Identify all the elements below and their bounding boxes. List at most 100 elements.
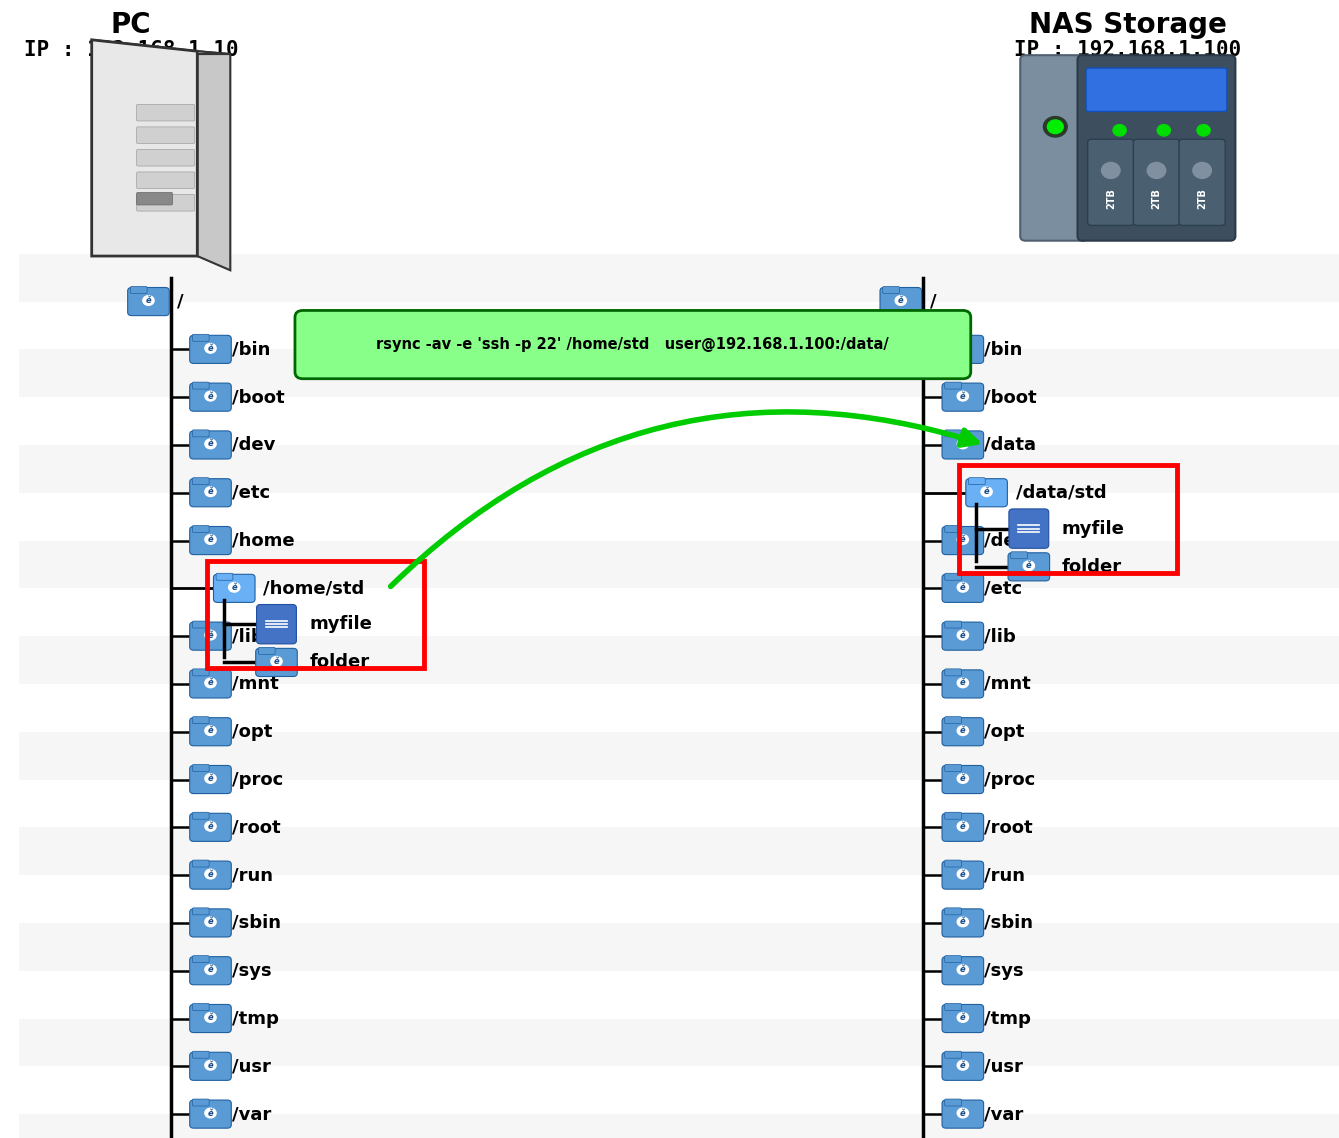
FancyBboxPatch shape <box>130 287 147 294</box>
Bar <box>959 465 1177 572</box>
Text: IP : 192.168.1.10: IP : 192.168.1.10 <box>24 40 238 60</box>
FancyBboxPatch shape <box>1008 553 1050 580</box>
Circle shape <box>229 583 240 592</box>
Text: ě: ě <box>960 726 965 735</box>
FancyBboxPatch shape <box>295 311 971 379</box>
Text: /sys: /sys <box>984 962 1024 980</box>
FancyBboxPatch shape <box>193 717 209 724</box>
Circle shape <box>957 583 968 592</box>
FancyBboxPatch shape <box>945 765 961 772</box>
FancyBboxPatch shape <box>943 909 984 937</box>
Text: /tmp: /tmp <box>232 1009 279 1028</box>
FancyBboxPatch shape <box>965 479 1007 506</box>
FancyBboxPatch shape <box>190 814 232 841</box>
FancyBboxPatch shape <box>945 956 961 963</box>
Circle shape <box>205 678 216 687</box>
Circle shape <box>205 630 216 640</box>
FancyBboxPatch shape <box>137 172 194 189</box>
Circle shape <box>957 678 968 687</box>
Bar <box>19 445 1339 493</box>
Text: ě: ě <box>960 965 965 974</box>
Text: ě: ě <box>208 774 213 783</box>
FancyBboxPatch shape <box>190 622 232 650</box>
Text: ě: ě <box>960 822 965 831</box>
Text: rsync -av -e 'ssh -p 22' /home/std   user@192.168.1.100:/data/: rsync -av -e 'ssh -p 22' /home/std user@… <box>376 337 889 352</box>
FancyBboxPatch shape <box>137 192 173 205</box>
Text: /proc: /proc <box>232 770 283 789</box>
Text: /: / <box>178 292 185 311</box>
Text: ě: ě <box>273 657 280 666</box>
Circle shape <box>270 657 283 666</box>
FancyBboxPatch shape <box>193 1004 209 1011</box>
Text: 2TB: 2TB <box>1152 188 1161 208</box>
FancyBboxPatch shape <box>193 526 209 533</box>
Circle shape <box>205 917 216 926</box>
FancyBboxPatch shape <box>1008 509 1048 549</box>
Bar <box>19 636 1339 684</box>
Circle shape <box>205 344 216 353</box>
Text: ě: ě <box>960 1013 965 1022</box>
FancyBboxPatch shape <box>193 478 209 485</box>
Circle shape <box>205 535 216 544</box>
FancyBboxPatch shape <box>190 766 232 793</box>
Text: ě: ě <box>208 965 213 974</box>
FancyBboxPatch shape <box>190 431 232 459</box>
Text: ě: ě <box>146 296 151 305</box>
FancyBboxPatch shape <box>1087 139 1134 225</box>
Text: ě: ě <box>208 917 213 926</box>
Polygon shape <box>91 40 230 55</box>
FancyBboxPatch shape <box>1086 68 1227 112</box>
Circle shape <box>1102 163 1119 179</box>
FancyBboxPatch shape <box>943 1005 984 1032</box>
Circle shape <box>205 1061 216 1070</box>
FancyBboxPatch shape <box>137 127 194 143</box>
Circle shape <box>205 965 216 974</box>
Text: 2TB: 2TB <box>1106 188 1115 208</box>
Text: ě: ě <box>960 583 965 592</box>
FancyBboxPatch shape <box>137 195 194 211</box>
Text: ě: ě <box>208 1108 213 1118</box>
FancyBboxPatch shape <box>1011 552 1027 559</box>
Circle shape <box>1157 125 1170 137</box>
Text: ě: ě <box>960 391 965 401</box>
Text: /: / <box>929 292 936 311</box>
FancyBboxPatch shape <box>943 336 984 363</box>
FancyBboxPatch shape <box>193 1099 209 1106</box>
Circle shape <box>205 774 216 783</box>
Text: ě: ě <box>898 296 904 305</box>
FancyBboxPatch shape <box>190 670 232 698</box>
FancyBboxPatch shape <box>256 649 297 676</box>
FancyBboxPatch shape <box>193 621 209 628</box>
Circle shape <box>957 917 968 926</box>
FancyBboxPatch shape <box>943 622 984 650</box>
FancyBboxPatch shape <box>943 1053 984 1080</box>
FancyBboxPatch shape <box>190 1005 232 1032</box>
Text: /run: /run <box>232 866 273 884</box>
FancyBboxPatch shape <box>943 670 984 698</box>
Circle shape <box>957 630 968 640</box>
Bar <box>19 254 1339 302</box>
Bar <box>19 541 1339 588</box>
Bar <box>206 561 424 668</box>
FancyBboxPatch shape <box>193 956 209 963</box>
FancyBboxPatch shape <box>257 604 296 644</box>
Circle shape <box>896 296 907 305</box>
Text: ě: ě <box>208 822 213 831</box>
Text: ě: ě <box>208 869 213 879</box>
Circle shape <box>957 344 968 353</box>
FancyBboxPatch shape <box>943 718 984 745</box>
Bar <box>19 923 1339 971</box>
Text: /etc: /etc <box>232 484 270 502</box>
FancyBboxPatch shape <box>190 861 232 889</box>
FancyBboxPatch shape <box>882 287 900 294</box>
Circle shape <box>143 296 154 305</box>
FancyBboxPatch shape <box>193 382 209 389</box>
FancyBboxPatch shape <box>945 621 961 628</box>
Text: ě: ě <box>208 439 213 448</box>
Text: ě: ě <box>960 678 965 687</box>
Text: /opt: /opt <box>984 723 1024 741</box>
Text: /lib: /lib <box>232 627 264 645</box>
FancyBboxPatch shape <box>945 430 961 437</box>
FancyBboxPatch shape <box>945 526 961 533</box>
Text: NAS Storage: NAS Storage <box>1028 11 1227 39</box>
